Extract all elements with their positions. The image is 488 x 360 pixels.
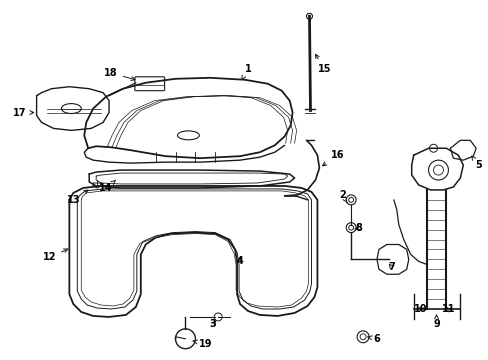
Text: 2: 2 — [338, 190, 346, 203]
Text: 1: 1 — [242, 64, 251, 80]
Text: 15: 15 — [315, 54, 330, 74]
Text: 18: 18 — [104, 68, 135, 81]
Text: 16: 16 — [322, 150, 344, 166]
Text: 14: 14 — [99, 180, 116, 193]
Text: 19: 19 — [193, 339, 212, 349]
Text: 11: 11 — [441, 304, 454, 314]
Text: 6: 6 — [367, 334, 380, 344]
Text: 7: 7 — [387, 262, 394, 272]
Text: 8: 8 — [354, 222, 362, 233]
Ellipse shape — [61, 104, 81, 113]
Text: 10: 10 — [413, 304, 427, 314]
Text: 3: 3 — [209, 319, 216, 329]
Text: 4: 4 — [236, 256, 243, 266]
Text: 13: 13 — [66, 190, 88, 205]
Text: 9: 9 — [432, 315, 439, 329]
Text: 17: 17 — [13, 108, 34, 117]
Text: 5: 5 — [471, 156, 481, 170]
Text: 12: 12 — [42, 249, 68, 262]
